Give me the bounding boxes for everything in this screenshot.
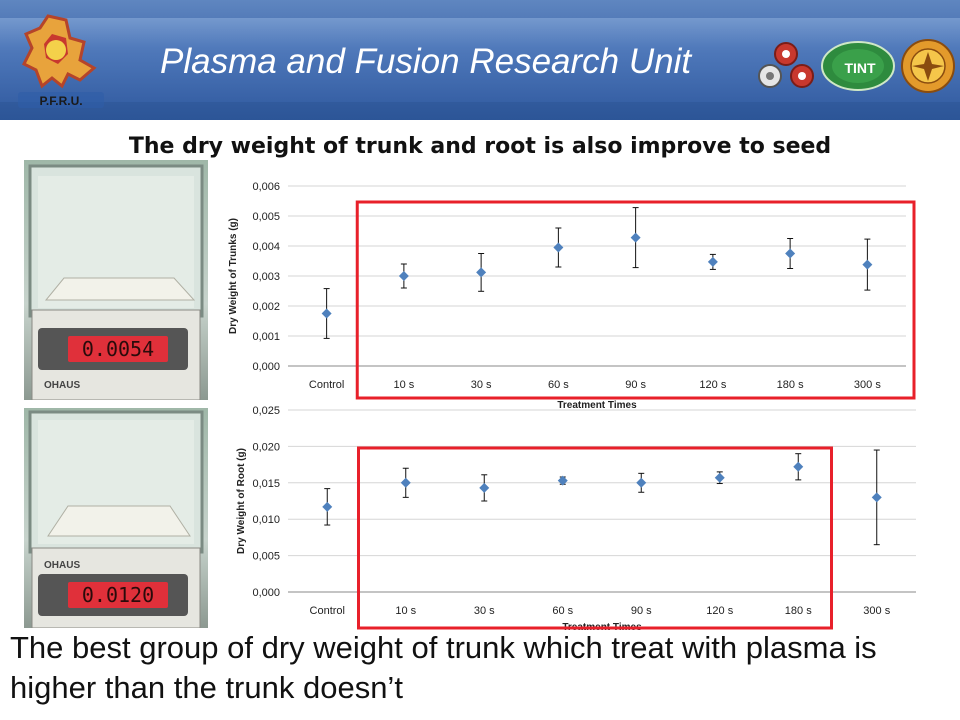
y-tick-label: 0,002	[252, 301, 280, 313]
y-tick-label: 0,005	[252, 211, 280, 223]
data-point	[322, 501, 333, 512]
x-tick-label: 120 s	[699, 379, 726, 391]
triangle-gear-logo	[758, 42, 814, 88]
y-tick-label: 0,000	[252, 361, 280, 373]
data-point	[400, 477, 411, 488]
header-band	[0, 18, 960, 102]
data-point	[707, 256, 718, 267]
x-tick-label: 30 s	[471, 379, 492, 391]
x-tick-label: Control	[310, 605, 345, 617]
data-point	[871, 492, 882, 503]
data-point	[785, 248, 796, 259]
y-tick-label: 0,000	[252, 587, 280, 599]
x-tick-label: Control	[309, 379, 344, 391]
y-tick-label: 0,005	[252, 551, 280, 563]
data-point	[557, 475, 568, 486]
conclusion-text: The best group of dry weight of trunk wh…	[10, 630, 877, 705]
x-tick-label: 300 s	[863, 605, 890, 617]
data-point	[476, 267, 487, 278]
x-tick-label: 300 s	[854, 379, 881, 391]
pfru-logo-text: P.F.R.U.	[39, 94, 82, 108]
balance-photo-trunk-image: 0.0054 OHAUS	[24, 160, 208, 400]
y-tick-label: 0,003	[252, 271, 280, 283]
data-point	[630, 232, 641, 243]
x-tick-label: 180 s	[777, 379, 804, 391]
y-axis-title: Dry Weight of Trunks (g)	[228, 218, 239, 334]
tint-logo: TINT	[821, 41, 895, 91]
data-point	[553, 242, 564, 253]
data-point	[793, 461, 804, 472]
data-point	[636, 477, 647, 488]
balance-photo-trunk: 0.0054 OHAUS	[24, 160, 208, 400]
balance-readout-root: 0.0120	[82, 583, 154, 607]
x-tick-label: 180 s	[785, 605, 812, 617]
y-tick-label: 0,001	[252, 331, 280, 343]
data-point	[862, 259, 873, 270]
y-tick-label: 0,006	[252, 181, 280, 193]
chart-trunk: 0,000 0,001 0,002 0,003 0,004 0,005 0,006 Contr…	[228, 181, 916, 411]
data-point	[479, 482, 490, 493]
y-axis-title: Dry Weight of Root (g)	[236, 448, 247, 554]
x-tick-label: 60 s	[552, 605, 573, 617]
data-point	[321, 308, 332, 319]
university-seal-logo	[901, 39, 955, 93]
x-tick-label: 10 s	[393, 379, 414, 391]
y-tick-label: 0,010	[252, 514, 280, 526]
header-title: Plasma and Fusion Research Unit	[160, 42, 692, 81]
highlight-box	[357, 446, 833, 630]
slide-title: The dry weight of trunk and root is also…	[128, 134, 832, 159]
x-tick-label: 60 s	[548, 379, 569, 391]
x-tick-label: 30 s	[474, 605, 495, 617]
y-tick-label: 0,020	[252, 441, 280, 453]
pfru-logo: P.F.R.U.	[18, 14, 104, 108]
balance-readout-trunk: 0.0054	[82, 337, 154, 361]
y-tick-label: 0,025	[252, 405, 280, 417]
data-point	[398, 271, 409, 281]
x-axis-title: Treatment Times	[557, 400, 637, 411]
x-tick-label: 90 s	[625, 379, 646, 391]
y-tick-label: 0,015	[252, 478, 280, 490]
x-tick-label: 120 s	[706, 605, 733, 617]
balance-photo-root-image: 0.0120 OHAUS	[24, 408, 208, 628]
header-banner: P.F.R.U. Plasma and Fusion Research Unit…	[0, 0, 960, 120]
highlight-box	[355, 200, 916, 400]
x-tick-label: 10 s	[395, 605, 416, 617]
chart-root: 0,000 0,005 0,010 0,015 0,020 0,025 Control 10 …	[236, 405, 916, 633]
balance-photo-root: 0.0120 OHAUS	[24, 408, 208, 628]
balance-brand-trunk: OHAUS	[44, 380, 80, 391]
data-point	[714, 472, 725, 483]
balance-brand-root: OHAUS	[44, 560, 80, 571]
y-tick-label: 0,004	[252, 241, 280, 253]
tint-logo-text: TINT	[844, 60, 876, 76]
x-tick-label: 90 s	[631, 605, 652, 617]
